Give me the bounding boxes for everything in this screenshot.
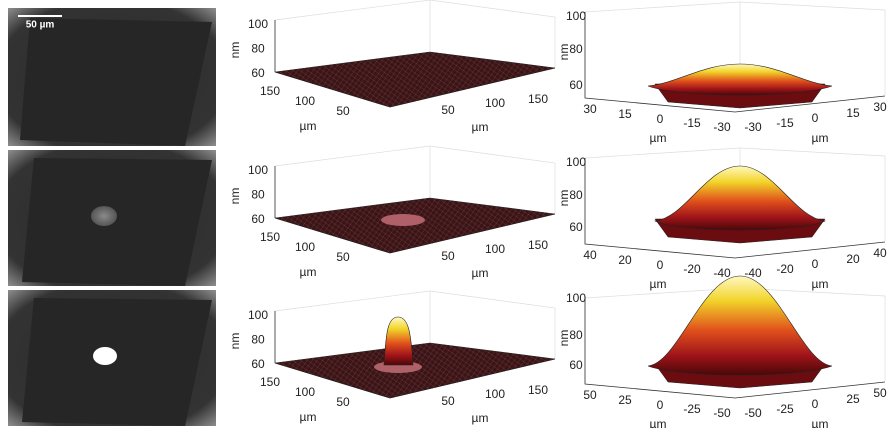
left-axis-label: µm xyxy=(650,417,667,428)
left-axis-label: µm xyxy=(650,131,667,145)
right-tick-label: 100 xyxy=(485,242,505,256)
z-tick-label: 80 xyxy=(569,42,583,56)
left-tick-label: 50 xyxy=(336,104,350,118)
sample xyxy=(20,18,212,146)
z-tick-label: 80 xyxy=(251,333,265,347)
dome xyxy=(648,64,832,95)
z-tick-label: 100 xyxy=(248,308,268,322)
left-axis-label: µm xyxy=(300,410,317,424)
left-axis-label: µm xyxy=(650,277,667,291)
right-tick-label: 40 xyxy=(873,246,887,260)
right-tick-label: -30 xyxy=(744,120,762,134)
right-tick-label: 100 xyxy=(485,387,505,401)
z-axis-label: nm xyxy=(228,188,242,205)
left-tick-label: 50 xyxy=(336,395,350,409)
z-tick-label: 60 xyxy=(569,78,583,92)
right-tick-label: 20 xyxy=(846,252,860,266)
right-tick-label: 0 xyxy=(812,397,819,411)
right-tick-label: -25 xyxy=(776,402,794,416)
right-tick-label: 0 xyxy=(812,257,819,271)
right-tick-label: 30 xyxy=(873,100,887,114)
z-axis-label: nm xyxy=(557,330,571,347)
left-tick-label: 50 xyxy=(336,250,350,264)
right-tick-label: -15 xyxy=(776,116,794,130)
z-axis-label: nm xyxy=(228,333,242,350)
left-tick-label: 0 xyxy=(657,112,664,126)
left-tick-label: 30 xyxy=(583,102,597,116)
z-tick-label: 80 xyxy=(569,188,583,202)
right-tick-label: 150 xyxy=(528,92,548,106)
right-axis-label: µm xyxy=(472,120,489,134)
right-tick-label: -50 xyxy=(744,406,762,420)
z-tick-label: 80 xyxy=(251,42,265,56)
left-tick-label: 25 xyxy=(618,393,632,407)
z-tick-label: 60 xyxy=(569,220,583,234)
left-tick-label: 15 xyxy=(618,107,632,121)
left-tick-label: -50 xyxy=(713,406,731,420)
left-tick-label: 150 xyxy=(260,84,280,98)
z-tick-label: 100 xyxy=(566,155,586,169)
z-tick-label: 60 xyxy=(251,212,265,226)
left-tick-label: -15 xyxy=(683,116,701,130)
left-tick-label: 50 xyxy=(583,388,597,402)
right-tick-label: 50 xyxy=(441,103,455,117)
dome xyxy=(655,166,825,230)
right-tick-label: 150 xyxy=(528,238,548,252)
left-tick-label: 0 xyxy=(657,398,664,412)
left-tick-label: -20 xyxy=(683,262,701,276)
z-axis-label: nm xyxy=(228,42,242,59)
left-tick-label: -30 xyxy=(713,120,731,134)
sample xyxy=(22,298,212,426)
dome xyxy=(648,276,832,375)
z-tick-label: 100 xyxy=(248,17,268,31)
z-tick-label: 80 xyxy=(251,188,265,202)
left-tick-label: 100 xyxy=(295,240,315,254)
z-axis-label: nm xyxy=(557,190,571,207)
z-tick-label: 100 xyxy=(248,163,268,177)
left-tick-label: 100 xyxy=(295,94,315,108)
left-axis-label: µm xyxy=(300,119,317,133)
right-tick-label: 100 xyxy=(485,96,505,110)
spot xyxy=(91,206,117,226)
right-axis-label: µm xyxy=(472,266,489,280)
left-tick-label: -40 xyxy=(713,266,731,280)
z-tick-label: 60 xyxy=(251,66,265,80)
z-tick-label: 100 xyxy=(566,291,586,305)
peak xyxy=(384,317,413,365)
micrographs: 50 µm xyxy=(8,8,216,426)
scale-bar-label: 50 µm xyxy=(26,20,55,31)
right-axis-label: µm xyxy=(812,131,829,145)
left-axis-label: µm xyxy=(300,265,317,279)
right-tick-label: 0 xyxy=(812,111,819,125)
left-tick-label: 150 xyxy=(260,375,280,389)
sample xyxy=(22,158,212,286)
z-tick-label: 60 xyxy=(569,358,583,372)
left-tick-label: 40 xyxy=(583,248,597,262)
surface xyxy=(275,198,555,253)
left-tick-label: -25 xyxy=(683,402,701,416)
left-tick-label: 150 xyxy=(260,230,280,244)
z-tick-label: 100 xyxy=(566,9,586,23)
z-axis-label: nm xyxy=(557,44,571,61)
right-tick-label: -20 xyxy=(776,262,794,276)
right-tick-label: 50 xyxy=(441,249,455,263)
left-tick-label: 100 xyxy=(295,385,315,399)
surface xyxy=(275,52,555,107)
z-tick-label: 60 xyxy=(251,357,265,371)
right-tick-label: 25 xyxy=(846,392,860,406)
left-tick-label: 0 xyxy=(657,258,664,272)
z-tick-label: 80 xyxy=(569,328,583,342)
right-tick-label: 50 xyxy=(441,394,455,408)
left-tick-label: 20 xyxy=(618,253,632,267)
right-axis-label: µm xyxy=(812,417,829,428)
spot xyxy=(93,347,117,365)
right-axis-label: µm xyxy=(812,277,829,291)
right-tick-label: 50 xyxy=(873,386,887,400)
bump xyxy=(381,214,425,226)
right-tick-label: 150 xyxy=(528,383,548,397)
figure: 50 µm 1008060nm15010050µm50100150µm10080… xyxy=(0,0,893,428)
right-axis-label: µm xyxy=(472,411,489,425)
right-tick-label: 15 xyxy=(846,106,860,120)
